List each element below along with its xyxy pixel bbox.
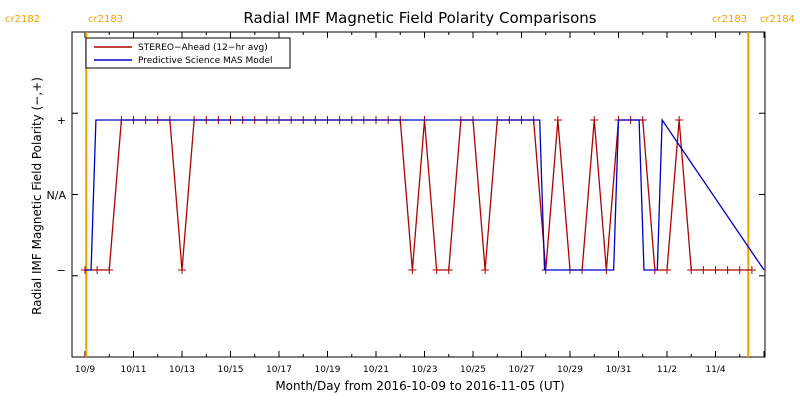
x-tick-label: 10/21 — [363, 365, 389, 375]
x-tick-label: 10/25 — [460, 365, 486, 375]
x-tick-label: 11/2 — [657, 365, 677, 375]
cr-label-right-a: cr2183 — [712, 14, 747, 25]
x-tick-label: 10/11 — [121, 365, 147, 375]
stereo-data-point — [553, 116, 562, 124]
chart-title: Radial IMF Magnetic Field Polarity Compa… — [243, 9, 596, 27]
cr-label-left-b: cr2183 — [88, 14, 123, 25]
stereo-data-point — [408, 266, 417, 274]
y-tick-label: + — [57, 114, 66, 127]
stereo-data-point — [481, 266, 490, 274]
stereo-data-point — [93, 266, 102, 274]
stereo-data-point — [638, 116, 647, 124]
plot-area: − N/A +10/9 10/11 10/13 10/15 10/17 10/19 10/21 1… — [47, 31, 766, 375]
stereo-data-point — [178, 266, 186, 274]
stereo-data-point — [687, 266, 696, 274]
stereo-data-point — [663, 266, 671, 274]
stereo-data-point — [735, 266, 744, 274]
x-tick-label: 10/19 — [315, 365, 341, 375]
legend-label-mas: Predictive Science MAS Model — [138, 56, 273, 66]
legend: STEREO−Ahead (12−hr avg) Predictive Scie… — [85, 37, 291, 69]
stereo-data-point — [723, 266, 732, 274]
x-tick-label: 10/23 — [412, 365, 438, 375]
stereo-series-line — [85, 119, 752, 271]
stereo-data-point — [432, 266, 441, 274]
x-tick-label: 11/4 — [705, 365, 725, 375]
y-tick-label: − — [57, 264, 66, 277]
stereo-data-point — [105, 266, 114, 274]
y-tick-label: N/A — [47, 189, 67, 202]
x-tick-label: 10/31 — [606, 365, 632, 375]
legend-box — [85, 37, 291, 69]
stereo-data-point — [675, 116, 684, 124]
stereo-data-point — [444, 266, 453, 274]
cr-label-right-b: cr2184 — [760, 14, 795, 25]
cr-label-left-a: cr2182 — [5, 14, 40, 25]
stereo-data-point — [699, 266, 708, 274]
stereo-data-point — [747, 266, 756, 274]
x-tick-label: 10/17 — [266, 365, 292, 375]
stereo-data-point — [711, 266, 720, 274]
mas-series-line — [85, 117, 765, 271]
legend-label-stereo: STEREO−Ahead (12−hr avg) — [138, 43, 268, 53]
x-axis-label: Month/Day from 2016-10-09 to 2016-11-05 … — [275, 379, 564, 393]
x-tick-label: 10/9 — [75, 365, 95, 375]
x-tick-label: 10/15 — [218, 365, 244, 375]
x-tick-label: 10/27 — [509, 365, 535, 375]
x-tick-label: 10/13 — [169, 365, 195, 375]
y-axis-label: Radial IMF Magnetic Field Polarity (−,+) — [30, 77, 44, 315]
stereo-data-point — [590, 116, 599, 124]
x-tick-label: 10/29 — [557, 365, 583, 375]
